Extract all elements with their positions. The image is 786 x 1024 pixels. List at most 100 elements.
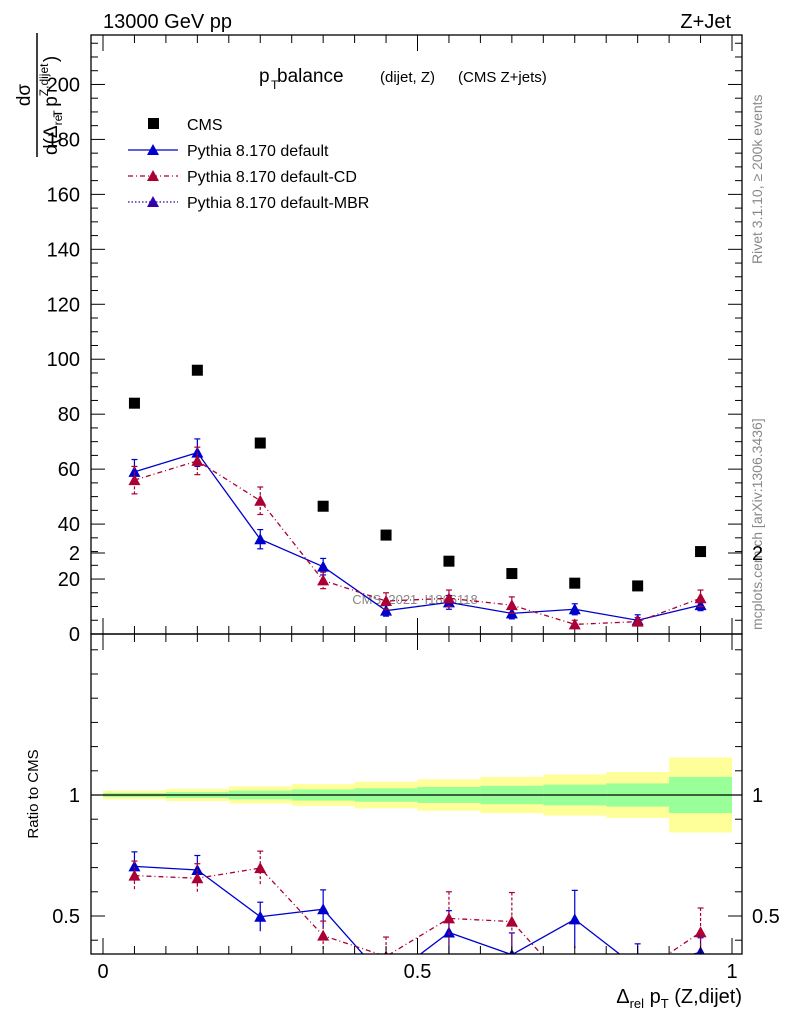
legend-label-cms: CMS: [187, 117, 223, 134]
y-tick-label: 60: [58, 459, 80, 481]
xlabel-delta: Δ: [616, 986, 629, 1008]
cms-point: [695, 546, 707, 558]
cms-point: [317, 500, 329, 512]
ratio-point-default: [568, 913, 581, 925]
y-tick-label: 180: [47, 129, 80, 151]
header-energy: 13000 GeV pp: [103, 11, 232, 33]
legend-label-default: Pythia 8.170 default: [187, 143, 329, 160]
point-default: [128, 465, 141, 477]
series-line-cd: [134, 460, 701, 626]
ratio-point-cd: [191, 872, 204, 884]
ratio-point-cd: [128, 869, 141, 881]
title-p-sub: T: [271, 78, 279, 92]
main-series: [128, 364, 707, 630]
y-axis-label: dσ d(Δrel pZ,dijet T): [14, 33, 65, 157]
legend-label-cd: Pythia 8.170 default-CD: [187, 169, 357, 186]
ratio-point-cd: [694, 926, 707, 938]
x-tick-label: 0: [97, 961, 108, 983]
y-tick-label: 20: [58, 569, 80, 591]
ratio-line-default: [134, 865, 701, 954]
ratio-point-cd: [317, 929, 330, 941]
cms-point: [380, 529, 392, 541]
ratio-point-default: [254, 910, 267, 922]
cms-point: [569, 577, 581, 589]
point-default: [317, 560, 330, 572]
cms-point: [128, 397, 140, 409]
series-cd: [128, 446, 707, 630]
ratio-point-default: [380, 974, 392, 985]
ratio-y-tick-label-right: 1: [752, 785, 763, 807]
title-p: p: [259, 66, 270, 87]
y-tick-label: 160: [47, 184, 80, 206]
title-balance: balance: [277, 66, 344, 87]
ylabel-den-sup: Z,dijet: [37, 63, 51, 96]
legend-marker-default: [147, 144, 159, 155]
cms-point: [506, 568, 518, 580]
x-axis-label: Δrel pT (Z,dijet): [616, 986, 742, 1011]
point-cd: [505, 599, 518, 611]
ratio-y-tick-label: 0.5: [52, 906, 80, 928]
point-cd: [317, 574, 330, 586]
y-tick-label: 100: [47, 349, 80, 371]
ratio-point-default: [128, 860, 141, 872]
ratio-ticks: 0.5 0.51 12 20 0.5 1: [52, 543, 780, 983]
ratio-point-cd: [254, 862, 267, 874]
series-cms: [128, 364, 707, 592]
y-tick-label: 0: [69, 624, 80, 646]
mcplots-info: mcplots.cern.ch [arXiv:1306.3436]: [749, 418, 765, 630]
legend-label-mbr: Pythia 8.170 default-MBR: [187, 195, 369, 212]
point-default: [568, 603, 581, 615]
title-qualifier: (dijet, Z): [380, 69, 435, 86]
ratio-point-cd: [632, 969, 644, 980]
point-default: [694, 599, 707, 611]
point-cd: [442, 592, 455, 604]
ylabel-den-T: T: [51, 110, 65, 118]
ratio-panel: 0.5 0.51 12 20 0.5 1 Ratio to CMS: [25, 543, 780, 985]
ratio-y-tick-label: 1: [69, 785, 80, 807]
xlabel-T: T: [661, 996, 669, 1011]
legend: CMS Pythia 8.170 default Pythia 8.170 defa…: [128, 117, 369, 212]
ylabel-den-post: ): [41, 56, 62, 62]
ylabel-den-pre: d(Δ: [41, 125, 62, 155]
ylabel-den-rel: rel: [51, 112, 65, 125]
ratio-point-default: [317, 903, 330, 915]
point-cd: [191, 454, 204, 466]
point-default: [380, 604, 393, 616]
y-tick-label: 140: [47, 239, 80, 261]
ratio-y-tick-label: 2: [69, 543, 80, 565]
y-tick-label: 80: [58, 404, 80, 426]
xlabel-p: p: [644, 986, 661, 1008]
point-cd: [128, 474, 141, 486]
point-default: [191, 446, 204, 458]
main-ticks: 0 20 40 60 80 100 120 140 160 180 200: [47, 35, 742, 646]
xlabel-rel: rel: [630, 996, 645, 1011]
xlabel-rest: (Z,dijet): [669, 986, 742, 1008]
ylabel-den-p: p: [41, 96, 62, 112]
ratio-frame: [90, 633, 743, 955]
point-default: [254, 533, 267, 545]
ratio-y-label: Ratio to CMS: [25, 749, 42, 838]
cms-point: [254, 437, 266, 449]
ratio-point-default: [632, 962, 644, 973]
title-source: (CMS Z+jets): [458, 69, 547, 86]
rivet-info: Rivet 3.1.10, ≥ 200k events: [749, 94, 765, 264]
legend-marker-cms: [148, 118, 159, 129]
legend-marker-mbr: [147, 196, 159, 207]
point-cd: [568, 618, 581, 630]
y-tick-label: 200: [47, 74, 80, 96]
ylabel-denominator: d(Δrel pZ,dijet T): [37, 56, 65, 155]
ylabel-numerator: dσ: [14, 84, 35, 107]
point-cd: [694, 592, 707, 604]
y-tick-label: 40: [58, 514, 80, 536]
header-process: Z+Jet: [680, 11, 731, 33]
legend-item-mbr: Pythia 8.170 default-MBR: [128, 195, 369, 212]
x-tick-label: 1: [726, 961, 737, 983]
legend-item-cd: Pythia 8.170 default-CD: [128, 169, 357, 186]
ratio-point-cd: [505, 915, 518, 927]
point-cd: [254, 494, 267, 506]
legend-marker-cd: [147, 170, 159, 181]
legend-item-default: Pythia 8.170 default: [128, 143, 329, 160]
plot-title: p T balance (dijet, Z) (CMS Z+jets): [259, 66, 547, 92]
y-tick-label: 120: [47, 294, 80, 316]
